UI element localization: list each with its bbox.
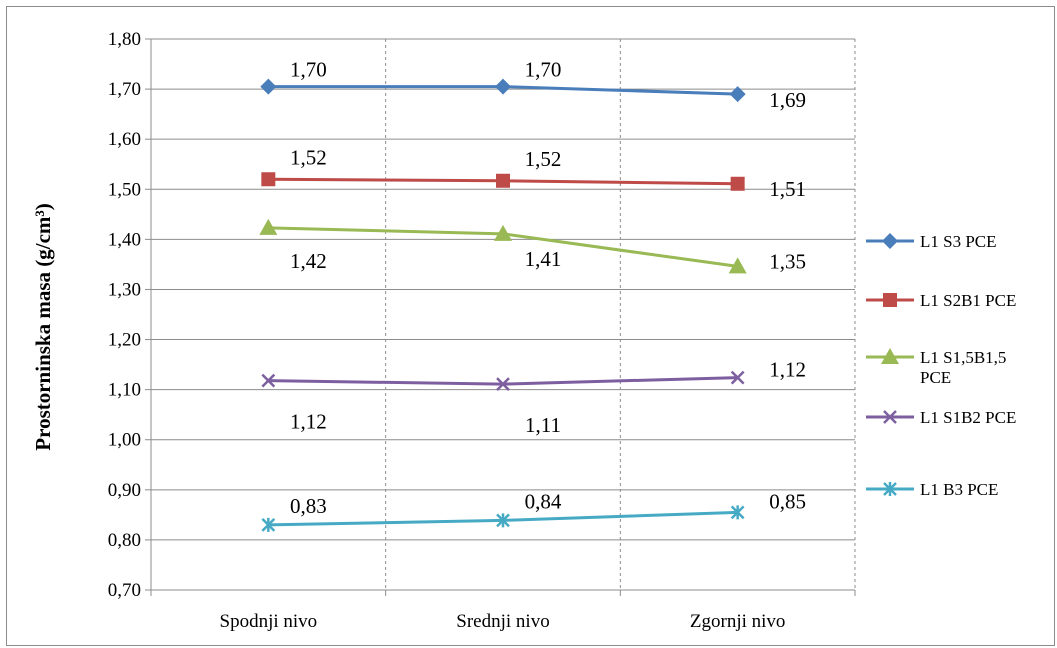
data-label: 1,52 <box>290 145 327 169</box>
data-label: 1,51 <box>769 177 806 201</box>
x-marker <box>261 373 276 388</box>
data-label: 1,42 <box>290 249 327 273</box>
data-label: 1,35 <box>769 249 806 273</box>
x-marker <box>496 377 510 392</box>
square-marker <box>883 293 897 307</box>
legend-label: PCE <box>920 368 951 387</box>
data-label: 0,84 <box>525 489 562 513</box>
triangle-marker <box>259 218 278 235</box>
data-label: 1,70 <box>525 58 562 82</box>
y-tick-label: 0,90 <box>108 480 141 501</box>
star-marker <box>496 513 510 528</box>
x-tick-label: Srednji nivo <box>456 611 549 632</box>
square-marker <box>496 173 510 188</box>
x-tick-labels: Spodnji nivo Srednji nivo Zgornji nivo <box>220 611 786 632</box>
data-label: 1,69 <box>769 88 806 112</box>
triangle-marker <box>494 224 512 241</box>
y-tick-labels: 0,70 0,80 0,90 1,00 1,10 1,20 1,30 1,40 1,50 1,60… <box>108 29 141 601</box>
axes <box>145 38 856 596</box>
legend-label: L1 B3 PCE <box>920 480 998 499</box>
square-marker <box>261 172 276 187</box>
y-tick-label: 1,00 <box>108 430 141 451</box>
legend-label: L1 S1B2 PCE <box>920 408 1016 427</box>
y-tick-label: 1,30 <box>108 279 141 300</box>
y-tick-label: 1,40 <box>108 229 141 250</box>
y-tick-label: 0,80 <box>108 530 141 551</box>
x-marker-stroke <box>730 370 745 385</box>
triangle-marker <box>728 257 747 274</box>
series-group <box>259 78 747 532</box>
x-marker <box>883 410 897 424</box>
legend-label: L1 S2B1 PCE <box>920 291 1016 310</box>
y-tick-label: 1,50 <box>108 179 141 200</box>
star-marker <box>883 482 897 496</box>
y-tick-label: 1,80 <box>108 29 141 50</box>
chart-frame <box>6 6 1055 646</box>
star-marker <box>261 517 276 532</box>
diamond-marker <box>729 86 746 103</box>
diamond-marker <box>495 78 511 95</box>
star-marker <box>730 505 745 520</box>
x-tick-label: Zgornji nivo <box>690 611 786 632</box>
y-tick-label: 1,10 <box>108 380 141 401</box>
square-marker <box>730 176 745 191</box>
y-tick-label: 1,20 <box>108 330 141 351</box>
y-tick-label: 1,60 <box>108 129 141 150</box>
data-label: 1,70 <box>290 58 327 82</box>
y-axis-title: Prostorninska masa (g/cm³) <box>31 203 55 450</box>
x-marker <box>730 370 745 385</box>
data-label: 1,41 <box>525 247 562 271</box>
y-tick-label: 0,70 <box>108 580 141 601</box>
y-tick-label: 1,70 <box>108 79 141 100</box>
x-marker-stroke <box>261 373 276 388</box>
diamond-marker <box>882 233 898 249</box>
x-marker-stroke <box>496 377 510 392</box>
x-marker-stroke <box>883 410 897 424</box>
diamond-marker <box>260 78 277 95</box>
legend-label: L1 S1,5B1,5 <box>920 348 1006 367</box>
legend-label: L1 S3 PCE <box>920 232 997 251</box>
data-label: 0,85 <box>769 489 806 513</box>
data-label: 1,12 <box>769 358 806 382</box>
data-labels: 1,70 1,70 1,69 1,52 1,52 1,51 1,42 1,41 1,35 1,12… <box>290 58 806 518</box>
data-label: 0,83 <box>290 494 327 518</box>
data-label: 1,12 <box>290 410 327 434</box>
data-label: 1,52 <box>525 147 562 171</box>
triangle-marker <box>881 348 899 364</box>
data-label: 1,11 <box>525 413 561 437</box>
grid-lines <box>151 38 856 590</box>
x-tick-label: Spodnji nivo <box>220 611 318 632</box>
